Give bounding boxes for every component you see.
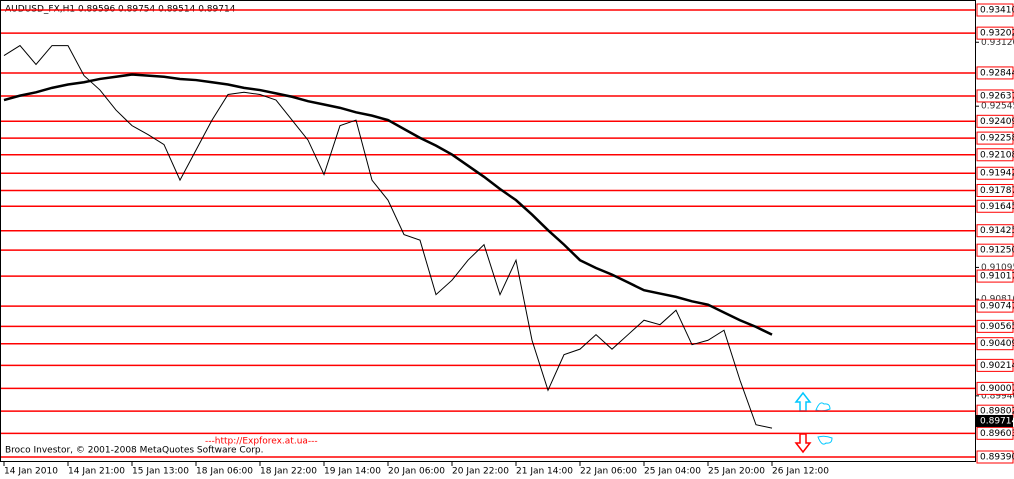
level-label-box [976,183,1014,197]
x-tick-label: 20 Jan 22:00 [452,467,509,477]
level-label: 0.91942 [980,169,1014,179]
level-label: 0.92409 [980,117,1014,127]
level-label: 0.92637 [980,91,1014,101]
level-label-box [976,337,1014,351]
level-label: 0.90747 [980,302,1014,312]
x-tick-label: 18 Jan 22:00 [260,467,317,477]
level-label-box [976,243,1014,257]
level-label-box [976,166,1014,180]
down-arrow-icon [794,433,833,454]
level-label-box [976,319,1014,333]
level-label: 0.92844 [980,68,1014,78]
x-tick-label: 20 Jan 06:00 [388,467,445,477]
level-label: 0.91645 [980,202,1014,212]
level-label-box [976,199,1014,213]
x-tick-label: 22 Jan 06:00 [580,467,637,477]
level-label-box [976,381,1014,395]
level-label: 0.91017 [980,272,1014,282]
x-tick-label: 21 Jan 14:00 [516,467,573,477]
x-tick-label: 26 Jan 12:00 [772,467,829,477]
level-label-box [976,114,1014,128]
level-label-box [976,148,1014,162]
level-label-box [976,269,1014,283]
x-tick-label: 25 Jan 04:00 [644,467,701,477]
level-label-box [976,224,1014,238]
y-tick-label: 0.91095 [981,263,1014,273]
x-tick-label: 14 Jan 21:00 [68,467,125,477]
x-tick-label: 25 Jan 20:00 [708,467,765,477]
plot-frame [0,0,976,462]
x-tick-label: 18 Jan 06:00 [196,467,253,477]
level-label: 0.89390 [980,452,1014,462]
level-label-box [976,3,1014,17]
level-label: 0.93202 [980,29,1014,39]
level-label: 0.91425 [980,226,1014,236]
level-label-box [976,66,1014,80]
up-arrow-icon [794,391,831,412]
x-tick-label: 15 Jan 13:00 [132,467,189,477]
copyright: Broco Investor, © 2001-2008 MetaQuotes S… [5,446,264,456]
x-tick-label: 14 Jan 2010 [4,467,58,477]
level-label: 0.90007 [980,384,1014,394]
level-label-box [976,89,1014,103]
level-label: 0.92258 [980,134,1014,144]
level-label-box [976,358,1014,372]
level-label: 0.89603 [980,429,1014,439]
level-label: 0.91787 [980,186,1014,196]
level-label: 0.89802 [980,407,1014,417]
level-label-box [976,450,1014,464]
x-tick-label: 19 Jan 14:00 [324,467,381,477]
level-label: 0.90214 [980,361,1014,371]
link[interactable]: ---http://Expforex.at.ua--- [205,437,318,447]
level-label-box [976,299,1014,313]
last-price-label: 0.89714 [980,416,1014,426]
level-label: 0.91250 [980,246,1014,256]
level-label: 0.90565 [980,322,1014,332]
level-label: 0.90409 [980,339,1014,349]
series-line [3,73,773,336]
series-line [3,44,773,429]
y-tick-label: 0.92545 [981,102,1014,112]
level-label-box [976,131,1014,145]
level-label-box [976,426,1014,440]
level-label: 0.93410 [980,6,1014,16]
last-price-box [976,414,1013,427]
level-label-box [976,26,1014,40]
level-label: 0.92108 [980,150,1014,160]
